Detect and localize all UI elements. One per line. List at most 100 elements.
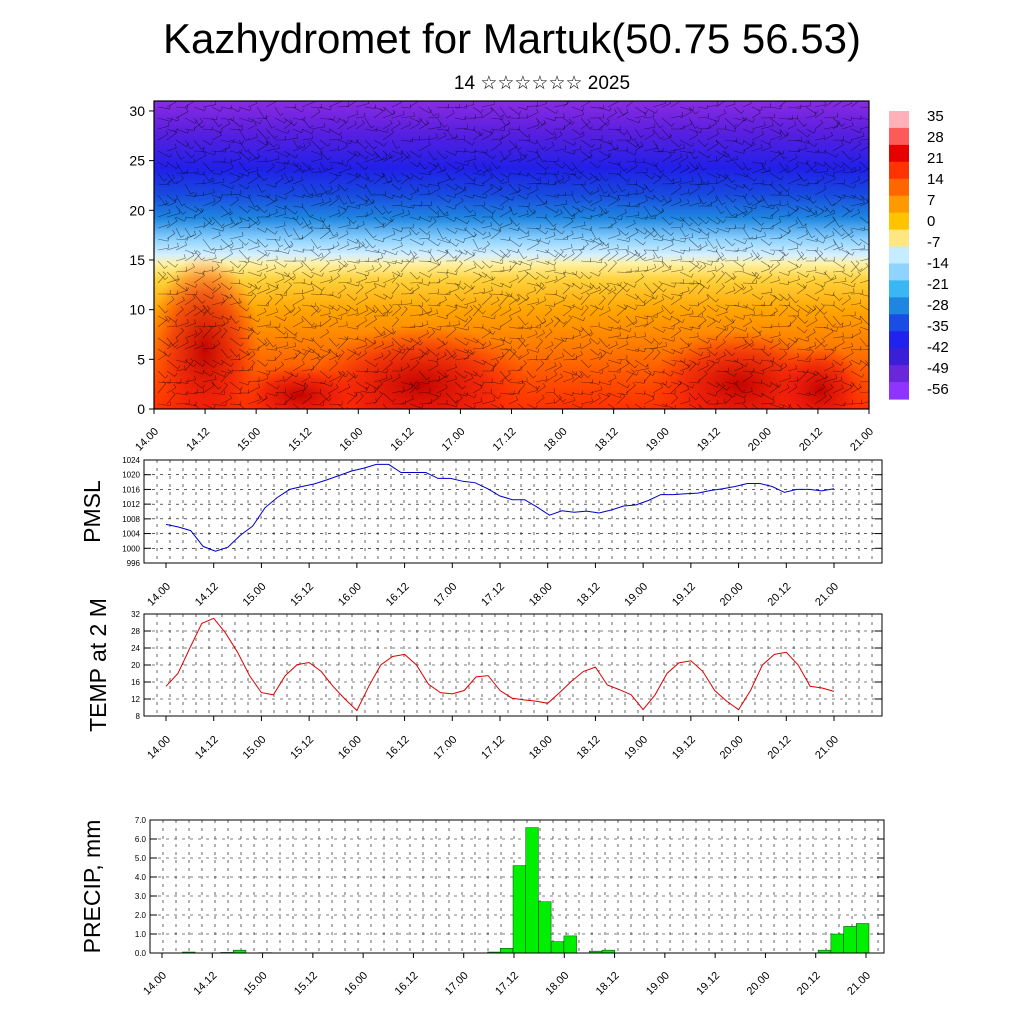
wind-barb xyxy=(742,117,755,123)
wind-barb xyxy=(211,326,222,339)
wind-barb xyxy=(778,115,793,120)
wind-barb xyxy=(283,304,295,314)
wind-barb xyxy=(571,161,584,174)
wind-barb xyxy=(454,249,463,262)
wind-barb xyxy=(508,365,522,372)
wind-barb xyxy=(229,293,243,305)
wind-barb xyxy=(157,348,172,357)
cross-section-x-tick-label: 14.00 xyxy=(133,426,161,454)
wind-barb xyxy=(256,139,269,146)
wind-barb xyxy=(472,106,484,114)
wind-barb xyxy=(661,152,672,163)
wind-barb xyxy=(859,326,869,331)
wind-barb xyxy=(292,128,304,134)
wind-barb xyxy=(706,304,719,313)
wind-barb xyxy=(157,380,167,394)
wind-barb xyxy=(859,238,869,246)
wind-barb xyxy=(238,238,249,246)
wind-barb xyxy=(445,109,455,119)
wind-barb xyxy=(526,209,536,218)
wind-barb xyxy=(733,267,744,273)
wind-barb xyxy=(328,337,340,347)
wind-barb xyxy=(841,183,856,189)
wind-barb xyxy=(832,227,845,237)
wind-barb xyxy=(616,360,630,372)
wind-barb xyxy=(859,139,869,141)
wind-barb xyxy=(553,337,564,350)
wind-barb xyxy=(616,340,629,350)
wind-barb xyxy=(328,101,342,108)
precip-x-tick-label: 20.00 xyxy=(745,970,773,998)
wind-barb xyxy=(409,271,421,280)
wind-barb xyxy=(634,293,647,304)
wind-barb xyxy=(436,351,447,361)
wind-barb xyxy=(607,285,617,295)
wind-barb xyxy=(769,150,785,155)
wind-barb xyxy=(157,316,168,328)
wind-barb xyxy=(742,207,753,218)
wind-barb xyxy=(301,346,312,361)
wind-barb xyxy=(733,260,745,268)
wind-barb xyxy=(355,101,370,108)
wind-barb xyxy=(589,143,602,152)
wind-barb xyxy=(832,376,843,383)
wind-barb xyxy=(238,172,250,177)
wind-barb xyxy=(769,206,780,218)
wind-barb xyxy=(229,216,239,226)
wind-barb xyxy=(751,130,765,141)
wind-barb xyxy=(607,170,621,175)
wind-barb xyxy=(517,136,530,141)
wind-barb xyxy=(319,260,330,273)
wind-barb xyxy=(382,326,397,335)
wind-barb xyxy=(724,224,736,229)
wind-barb xyxy=(472,381,485,387)
wind-barb xyxy=(778,293,791,301)
wind-barb xyxy=(535,248,549,254)
wind-barb xyxy=(850,132,865,141)
wind-barb xyxy=(265,144,280,152)
wind-barb xyxy=(823,362,835,372)
wind-barb xyxy=(364,127,378,132)
wind-barb xyxy=(382,293,394,300)
precip-x-tick-label: 17.00 xyxy=(443,970,471,998)
wind-barb xyxy=(508,306,522,317)
wind-barb xyxy=(310,183,321,196)
wind-barb xyxy=(391,172,402,183)
wind-barb xyxy=(175,227,185,238)
wind-barb xyxy=(418,119,430,130)
wind-barb xyxy=(346,392,358,397)
wind-barb xyxy=(310,352,320,361)
wind-barb xyxy=(463,227,477,238)
precip-grid xyxy=(150,819,884,954)
wind-barb xyxy=(760,249,776,256)
wind-barb xyxy=(247,260,263,266)
wind-barb xyxy=(607,291,617,306)
wind-barb xyxy=(175,169,189,174)
wind-barb xyxy=(445,172,456,181)
wind-barb xyxy=(175,175,184,185)
wind-barb xyxy=(571,315,586,322)
wind-barb xyxy=(787,238,803,246)
wind-barb xyxy=(553,362,563,372)
colorbar-segment xyxy=(889,246,909,265)
y-tick-label: 25 xyxy=(129,153,145,169)
cross-section-x-tick-label: 18.00 xyxy=(542,426,570,454)
wind-barb xyxy=(697,337,710,344)
wind-barb xyxy=(211,157,226,163)
wind-barb xyxy=(184,230,197,240)
wind-barb xyxy=(742,355,755,361)
wind-barb xyxy=(265,208,278,218)
wind-barb xyxy=(400,249,412,256)
wind-barb xyxy=(643,123,656,130)
wind-barb xyxy=(265,346,278,351)
wind-barb xyxy=(508,274,519,284)
wind-barb xyxy=(751,227,763,233)
wind-barb xyxy=(373,249,387,255)
wind-barb xyxy=(580,292,591,306)
wind-barb xyxy=(688,260,703,269)
wind-barb xyxy=(418,293,430,303)
wind-barb xyxy=(571,131,585,141)
wind-barb xyxy=(382,359,393,372)
wind-barb xyxy=(364,248,380,254)
wind-barb xyxy=(175,296,185,306)
